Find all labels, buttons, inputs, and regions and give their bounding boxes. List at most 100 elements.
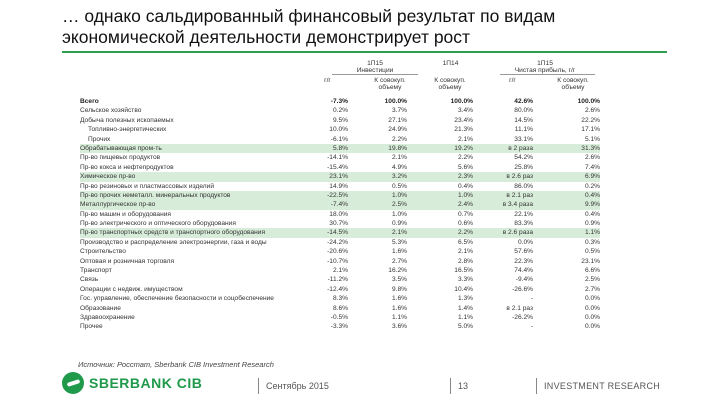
cell-v5: 6.6% bbox=[584, 267, 600, 275]
cell-v3: 1.4% bbox=[457, 304, 473, 312]
cell-v4: 14.5% bbox=[514, 116, 533, 124]
row-label: Прочее bbox=[80, 323, 103, 331]
row-label: Пр-во кокса и нефтепродуктов bbox=[80, 163, 174, 171]
sberbank-logo: SBERBANK CIB bbox=[62, 372, 202, 394]
source-note: Источник: Росстат, Sberbank CIB Investme… bbox=[78, 360, 274, 369]
row-label: Пр-во транспортных средств и транспортно… bbox=[80, 229, 266, 237]
header-group-net-profit: Чистая прибыль, г/г bbox=[514, 67, 576, 74]
cell-v4: 22.1% bbox=[514, 210, 533, 218]
row-label: Добыча полезных ископаемых bbox=[80, 116, 174, 124]
cell-v3: 0.4% bbox=[457, 182, 473, 190]
cell-v3: 3.4% bbox=[457, 107, 473, 115]
cell-v2: 19.8% bbox=[388, 144, 407, 152]
cell-v3: 3.3% bbox=[457, 276, 473, 284]
cell-v4: 83.3% bbox=[514, 220, 533, 228]
cell-v3: 5.6% bbox=[457, 163, 473, 171]
cell-v5: 2.5% bbox=[584, 276, 600, 284]
table-row: Пр-во пищевых продуктов -14.1% 2.1% 2.2% 54.… bbox=[80, 153, 600, 162]
cell-v2: 0.5% bbox=[391, 182, 407, 190]
cell-v1: 18.0% bbox=[329, 210, 348, 218]
table-row: Здравоохранение -0.5% 1.1% 1.1% -26.2% 0.0% bbox=[80, 313, 600, 322]
table-row: Топливно-энергетических 10.0% 24.9% 21.3% 11… bbox=[80, 125, 600, 134]
cell-v5: 7.4% bbox=[584, 163, 600, 171]
cell-v2: 3.2% bbox=[391, 173, 407, 181]
header-period-3: 1П15 bbox=[537, 60, 553, 67]
row-label: Связь bbox=[80, 276, 99, 284]
cell-v2: 1.6% bbox=[391, 248, 407, 256]
cell-v2: 2.1% bbox=[391, 154, 407, 162]
table-row: Оптовая и розничная торговля -10.7% 2.7% 2.… bbox=[80, 257, 600, 266]
cell-v1: -6.1% bbox=[330, 135, 348, 143]
cell-v5: 1.1% bbox=[584, 229, 600, 237]
table-row: Пр-во машин и оборудования 18.0% 1.0% 0.7% 2… bbox=[80, 210, 600, 219]
logo-text: SBERBANK CIB bbox=[89, 375, 203, 391]
cell-v1: -20.6% bbox=[327, 248, 348, 256]
table-row: Производство и распределение электроэнер… bbox=[80, 238, 600, 247]
cell-v5: 0.0% bbox=[584, 313, 600, 321]
cell-v4: в 3.4 раза bbox=[502, 201, 533, 209]
row-label: Обрабатывающая пром-ть bbox=[80, 144, 162, 152]
cell-v5: 0.0% bbox=[584, 295, 600, 303]
cell-v1: 14.9% bbox=[329, 182, 348, 190]
cell-v5: 23.1% bbox=[581, 257, 600, 265]
cell-v3: 2.2% bbox=[457, 154, 473, 162]
cell-v3: 100.0% bbox=[450, 97, 473, 105]
cell-v5: 2.6% bbox=[584, 107, 600, 115]
cell-v4: 11.1% bbox=[514, 126, 533, 134]
footer-divider bbox=[536, 378, 537, 394]
cell-v2: 3.5% bbox=[391, 276, 407, 284]
cell-v4: 86.0% bbox=[514, 182, 533, 190]
cell-v3: 5.0% bbox=[457, 323, 473, 331]
cell-v1: -10.7% bbox=[327, 257, 348, 265]
row-label: Образование bbox=[80, 304, 121, 312]
cell-v5: 9.9% bbox=[584, 201, 600, 209]
cell-v5: 0.9% bbox=[584, 220, 600, 228]
table-row: Пр-во кокса и нефтепродуктов -15.4% 4.9% 5.… bbox=[80, 163, 600, 172]
cell-v4: 54.2% bbox=[514, 154, 533, 162]
row-label: Пр-во резиновых и пластмассовых изделий bbox=[80, 182, 214, 190]
row-label: Прочих bbox=[88, 135, 111, 143]
row-label: Строительство bbox=[80, 248, 126, 256]
row-label: Пр-во машин и оборудования bbox=[80, 210, 171, 218]
table-row: Операции с недвиж. имуществом -12.4% 9.8% 1… bbox=[80, 285, 600, 294]
cell-v1: 9.5% bbox=[332, 116, 348, 124]
cell-v3: 2.4% bbox=[457, 201, 473, 209]
cell-v2: 100.0% bbox=[384, 97, 407, 105]
cell-v2: 1.0% bbox=[391, 191, 407, 199]
cell-v5: 0.5% bbox=[584, 248, 600, 256]
cell-v3: 1.0% bbox=[457, 191, 473, 199]
cell-v2: 3.7% bbox=[391, 107, 407, 115]
cell-v4: 33.1% bbox=[514, 135, 533, 143]
cell-v1: 23.1% bbox=[329, 173, 348, 181]
row-label: Сельское хозяйство bbox=[80, 107, 142, 115]
table-header: 1П15 Инвестиции г/г К совокуп. объему 1П… bbox=[80, 60, 600, 96]
cell-v2: 3.6% bbox=[391, 323, 407, 331]
header-share-1: К совокуп. объему bbox=[374, 77, 406, 91]
table-row: Пр-во резиновых и пластмассовых изделий 1… bbox=[80, 182, 600, 191]
cell-v4: в 2.6 раз bbox=[506, 173, 533, 181]
cell-v2: 2.5% bbox=[391, 201, 407, 209]
cell-v4: 42.6% bbox=[514, 97, 533, 105]
cell-v5: 0.3% bbox=[584, 238, 600, 246]
cell-v2: 1.1% bbox=[391, 313, 407, 321]
row-label: Оптовая и розничная торговля bbox=[80, 257, 175, 265]
cell-v1: 2.1% bbox=[332, 267, 348, 275]
header-share-2: К совокуп. объему bbox=[434, 77, 466, 91]
cell-v5: 22.2% bbox=[581, 116, 600, 124]
footer-divider bbox=[450, 378, 451, 394]
table-row: Пр-во прочих неметалл. минеральных проду… bbox=[80, 190, 600, 201]
cell-v5: 0.0% bbox=[584, 304, 600, 312]
row-label: Операции с недвиж. имуществом bbox=[80, 285, 183, 293]
cell-v3: 10.4% bbox=[454, 285, 473, 293]
header-share-3: К совокуп. объему bbox=[557, 77, 589, 91]
cell-v3: 2.1% bbox=[457, 135, 473, 143]
table-row: Пр-во транспортных средств и транспортно… bbox=[80, 228, 600, 238]
cell-v2: 16.2% bbox=[388, 267, 407, 275]
row-label: Пр-во прочих неметалл. минеральных проду… bbox=[80, 191, 231, 199]
table-row: Всего -7.3% 100.0% 100.0% 42.6% 100.0% bbox=[80, 97, 600, 106]
cell-v1: -12.4% bbox=[327, 285, 348, 293]
cell-v4: -26.6% bbox=[512, 285, 533, 293]
cell-v1: -7.4% bbox=[330, 201, 348, 209]
cell-v4: 25.8% bbox=[514, 163, 533, 171]
cell-v3: 2.8% bbox=[457, 257, 473, 265]
